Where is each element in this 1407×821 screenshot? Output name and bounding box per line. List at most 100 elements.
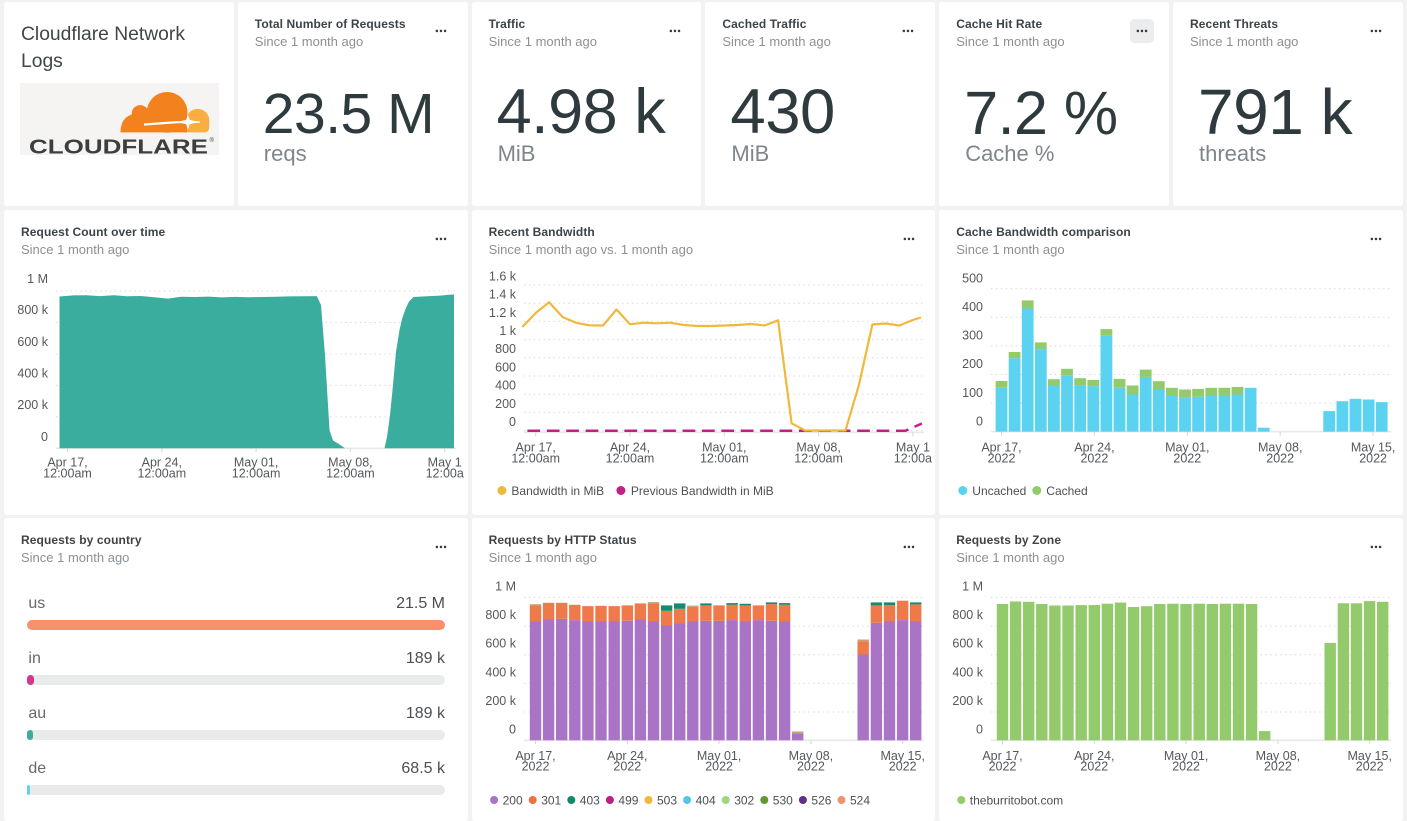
svg-text:May 08,: May 08, bbox=[796, 441, 840, 455]
svg-text:2022: 2022 bbox=[1356, 760, 1384, 774]
svg-text:404: 404 bbox=[695, 794, 715, 808]
svg-text:530: 530 bbox=[772, 794, 792, 808]
svg-text:1.2 k: 1.2 k bbox=[488, 306, 516, 320]
svg-text:2022: 2022 bbox=[988, 452, 1016, 466]
svg-text:12:00am: 12:00am bbox=[511, 452, 560, 466]
svg-text:12:00am: 12:00am bbox=[605, 452, 654, 466]
svg-text:May 01,: May 01, bbox=[234, 456, 278, 470]
svg-text:May 1: May 1 bbox=[895, 441, 929, 455]
svg-text:Bandwidth in MiB: Bandwidth in MiB bbox=[511, 484, 604, 498]
svg-text:0: 0 bbox=[509, 415, 516, 429]
svg-text:400 k: 400 k bbox=[485, 665, 516, 679]
svg-text:theburritobot.com: theburritobot.com bbox=[970, 794, 1063, 808]
svg-text:526: 526 bbox=[811, 794, 831, 808]
svg-text:May 15,: May 15, bbox=[880, 749, 924, 763]
svg-text:499: 499 bbox=[618, 794, 638, 808]
svg-text:2022: 2022 bbox=[1081, 452, 1109, 466]
svg-text:0: 0 bbox=[976, 723, 983, 737]
svg-text:12:00am: 12:00am bbox=[232, 467, 281, 481]
svg-text:200 k: 200 k bbox=[17, 398, 48, 412]
svg-text:2022: 2022 bbox=[1359, 452, 1387, 466]
svg-text:2022: 2022 bbox=[888, 760, 916, 774]
svg-text:May 01,: May 01, bbox=[702, 441, 746, 455]
svg-text:2022: 2022 bbox=[1264, 760, 1292, 774]
svg-text:1.6 k: 1.6 k bbox=[488, 269, 516, 283]
svg-text:®: ® bbox=[209, 137, 214, 144]
svg-text:Apr 24,: Apr 24, bbox=[1074, 441, 1114, 455]
svg-text:0: 0 bbox=[41, 430, 48, 444]
svg-text:Apr 17,: Apr 17, bbox=[982, 441, 1022, 455]
svg-text:Uncached: Uncached bbox=[972, 484, 1026, 498]
svg-text:May 08,: May 08, bbox=[788, 749, 832, 763]
svg-text:0: 0 bbox=[509, 723, 516, 737]
svg-text:400 k: 400 k bbox=[953, 665, 984, 679]
svg-text:Apr 17,: Apr 17, bbox=[515, 749, 555, 763]
svg-text:CLOUDFLARE: CLOUDFLARE bbox=[29, 135, 208, 156]
svg-text:2022: 2022 bbox=[1172, 760, 1200, 774]
svg-text:Previous Bandwidth in MiB: Previous Bandwidth in MiB bbox=[630, 484, 773, 498]
svg-text:800 k: 800 k bbox=[485, 608, 516, 622]
svg-text:May 01,: May 01, bbox=[1164, 749, 1208, 763]
svg-text:May 08,: May 08, bbox=[1258, 441, 1302, 455]
svg-text:800 k: 800 k bbox=[17, 303, 48, 317]
svg-text:200: 200 bbox=[962, 357, 983, 371]
svg-text:May 08,: May 08, bbox=[328, 456, 372, 470]
svg-text:2022: 2022 bbox=[613, 760, 641, 774]
svg-text:Cached: Cached bbox=[1046, 484, 1087, 498]
svg-text:1 k: 1 k bbox=[499, 324, 516, 338]
svg-text:503: 503 bbox=[657, 794, 677, 808]
svg-text:800 k: 800 k bbox=[953, 608, 984, 622]
svg-text:12:00am: 12:00am bbox=[794, 452, 843, 466]
svg-text:302: 302 bbox=[734, 794, 754, 808]
svg-text:2022: 2022 bbox=[797, 760, 825, 774]
svg-text:400: 400 bbox=[495, 379, 516, 393]
svg-text:600 k: 600 k bbox=[953, 637, 984, 651]
svg-text:403: 403 bbox=[579, 794, 599, 808]
svg-text:200 k: 200 k bbox=[953, 694, 984, 708]
svg-text:400 k: 400 k bbox=[17, 367, 48, 381]
svg-text:12:00a: 12:00a bbox=[893, 452, 931, 466]
svg-text:500: 500 bbox=[962, 271, 983, 285]
svg-text:200: 200 bbox=[502, 794, 522, 808]
svg-text:600: 600 bbox=[495, 360, 516, 374]
svg-text:Apr 17,: Apr 17, bbox=[983, 749, 1023, 763]
svg-text:200 k: 200 k bbox=[485, 694, 516, 708]
svg-text:0: 0 bbox=[976, 414, 983, 428]
svg-text:12:00am: 12:00am bbox=[43, 467, 92, 481]
svg-text:12:00a: 12:00a bbox=[426, 467, 464, 481]
svg-text:May 1: May 1 bbox=[428, 456, 462, 470]
svg-text:Apr 24,: Apr 24, bbox=[607, 749, 647, 763]
svg-text:Apr 24,: Apr 24, bbox=[1074, 749, 1114, 763]
svg-text:301: 301 bbox=[541, 794, 561, 808]
svg-text:2022: 2022 bbox=[989, 760, 1017, 774]
svg-text:300: 300 bbox=[962, 329, 983, 343]
svg-text:May 08,: May 08, bbox=[1256, 749, 1300, 763]
svg-text:200: 200 bbox=[495, 397, 516, 411]
svg-text:600 k: 600 k bbox=[485, 637, 516, 651]
svg-text:12:00am: 12:00am bbox=[700, 452, 749, 466]
svg-text:600 k: 600 k bbox=[17, 335, 48, 349]
svg-text:Apr 24,: Apr 24, bbox=[609, 441, 649, 455]
svg-text:May 01,: May 01, bbox=[696, 749, 740, 763]
svg-text:Apr 17,: Apr 17, bbox=[515, 441, 555, 455]
svg-text:Apr 24,: Apr 24, bbox=[142, 456, 182, 470]
svg-text:May 15,: May 15, bbox=[1348, 749, 1392, 763]
svg-text:12:00am: 12:00am bbox=[326, 467, 375, 481]
svg-text:2022: 2022 bbox=[1174, 452, 1202, 466]
svg-text:1 M: 1 M bbox=[27, 272, 48, 286]
svg-text:100: 100 bbox=[962, 386, 983, 400]
svg-text:524: 524 bbox=[850, 794, 870, 808]
svg-text:2022: 2022 bbox=[705, 760, 733, 774]
svg-text:May 01,: May 01, bbox=[1165, 441, 1209, 455]
svg-text:Apr 17,: Apr 17, bbox=[47, 456, 87, 470]
svg-text:2022: 2022 bbox=[1266, 452, 1294, 466]
svg-text:800: 800 bbox=[495, 342, 516, 356]
svg-text:400: 400 bbox=[962, 300, 983, 314]
svg-text:1 M: 1 M bbox=[962, 579, 983, 593]
svg-text:1.4 k: 1.4 k bbox=[488, 288, 516, 302]
svg-text:2022: 2022 bbox=[521, 760, 549, 774]
svg-text:1 M: 1 M bbox=[495, 579, 516, 593]
svg-text:May 15,: May 15, bbox=[1351, 441, 1395, 455]
svg-text:12:00am: 12:00am bbox=[137, 467, 186, 481]
svg-text:2022: 2022 bbox=[1081, 760, 1109, 774]
